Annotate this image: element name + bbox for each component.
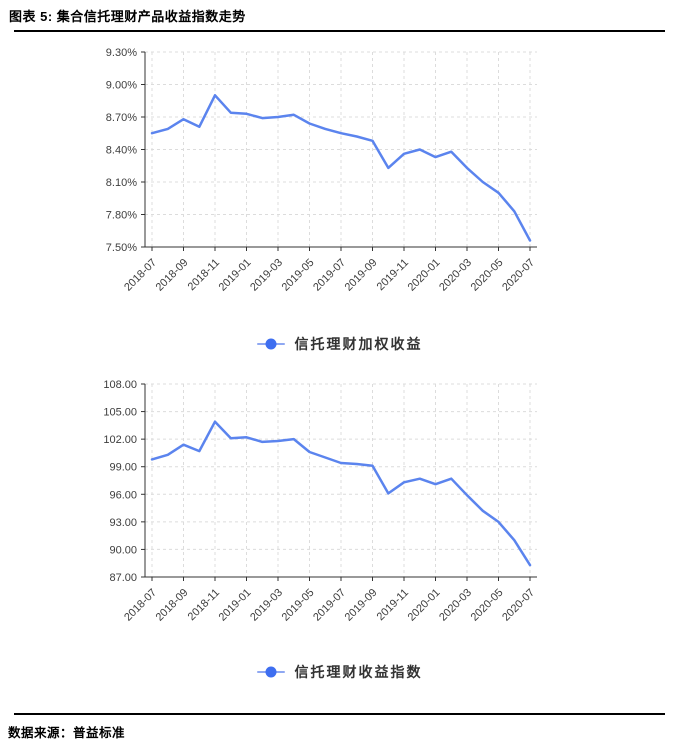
svg-text:9.30%: 9.30% <box>106 47 137 59</box>
svg-text:90.00: 90.00 <box>109 544 137 556</box>
svg-text:2020-03: 2020-03 <box>437 587 474 624</box>
svg-text:2019-03: 2019-03 <box>248 257 285 294</box>
svg-text:93.00: 93.00 <box>109 517 137 529</box>
svg-text:2020-01: 2020-01 <box>406 257 443 294</box>
legend-label: 信托理财加权收益 <box>294 336 423 352</box>
svg-text:2019-11: 2019-11 <box>375 257 411 293</box>
svg-text:108.00: 108.00 <box>103 379 137 391</box>
title-divider <box>14 30 665 32</box>
svg-text:2018-09: 2018-09 <box>154 587 191 624</box>
legend-dot-icon <box>265 338 276 350</box>
svg-text:2019-09: 2019-09 <box>343 257 380 294</box>
svg-text:8.40%: 8.40% <box>106 145 137 157</box>
svg-text:2019-05: 2019-05 <box>280 587 317 624</box>
svg-text:2019-07: 2019-07 <box>311 257 348 294</box>
svg-text:2018-07: 2018-07 <box>122 587 159 624</box>
svg-text:2020-07: 2020-07 <box>500 587 537 624</box>
svg-text:2020-05: 2020-05 <box>469 257 506 294</box>
svg-text:99.00: 99.00 <box>109 462 137 474</box>
svg-text:2018-11: 2018-11 <box>186 257 222 293</box>
svg-text:9.00%: 9.00% <box>106 80 137 92</box>
svg-text:102.00: 102.00 <box>103 434 137 446</box>
svg-text:2018-09: 2018-09 <box>154 257 191 294</box>
svg-text:2019-07: 2019-07 <box>311 587 348 624</box>
svg-text:2018-11: 2018-11 <box>186 587 222 623</box>
legend-label: 信托理财收益指数 <box>294 664 423 680</box>
legend-line-dot-icon <box>256 338 285 350</box>
svg-text:2020-01: 2020-01 <box>406 587 443 624</box>
data-source-label: 数据来源： <box>8 726 74 740</box>
legend-line-dot-icon <box>256 666 285 678</box>
svg-text:96.00: 96.00 <box>109 489 137 501</box>
yield-index-legend: 信托理财收益指数 <box>0 662 679 682</box>
svg-text:2019-11: 2019-11 <box>375 587 411 623</box>
svg-text:2019-09: 2019-09 <box>343 587 380 624</box>
svg-text:2020-03: 2020-03 <box>437 257 474 294</box>
svg-text:2019-05: 2019-05 <box>280 257 317 294</box>
yield-index-line-chart: 87.00 90.00 93.00 96.00 99.00 102.00 105.00 108… <box>103 379 537 624</box>
svg-text:87.00: 87.00 <box>109 572 137 584</box>
svg-text:2020-07: 2020-07 <box>500 257 537 294</box>
page-title: 图表 5: 集合信托理财产品收益指数走势 <box>9 9 246 24</box>
legend-dot-icon <box>265 666 276 678</box>
footer-divider <box>14 713 665 715</box>
svg-text:2019-03: 2019-03 <box>248 587 285 624</box>
svg-text:7.80%: 7.80% <box>106 210 137 222</box>
svg-text:105.00: 105.00 <box>103 407 137 419</box>
weighted-yield-legend: 信托理财加权收益 <box>0 334 679 354</box>
data-source-value: 普益标准 <box>73 726 126 740</box>
svg-text:2019-01: 2019-01 <box>217 257 254 294</box>
svg-text:8.10%: 8.10% <box>106 177 137 189</box>
svg-text:2020-05: 2020-05 <box>469 587 506 624</box>
svg-text:8.70%: 8.70% <box>106 112 137 124</box>
weighted-yield-line-chart: 7.50% 7.80% 8.10% 8.40% 8.70% 9.00% 9.30% 2018-… <box>106 47 537 294</box>
svg-text:2018-07: 2018-07 <box>122 257 159 294</box>
svg-text:7.50%: 7.50% <box>106 242 137 254</box>
svg-text:2019-01: 2019-01 <box>217 587 254 624</box>
data-source: 数据来源：普益标准 <box>8 722 125 741</box>
